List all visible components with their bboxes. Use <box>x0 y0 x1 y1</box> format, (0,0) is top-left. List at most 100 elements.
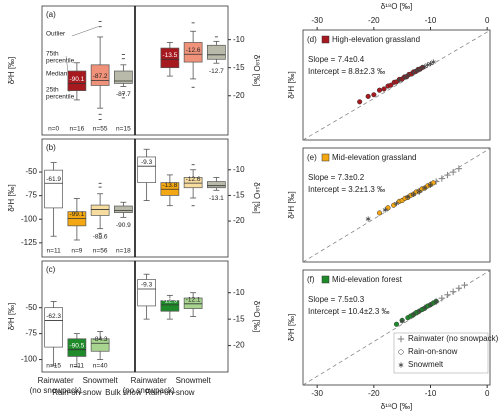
point-stroke <box>416 309 422 313</box>
point-stroke <box>394 201 399 206</box>
point <box>398 362 404 368</box>
point <box>428 182 433 188</box>
category-label: Rain-on-snow <box>145 388 195 397</box>
point <box>399 318 405 324</box>
point-stroke <box>365 217 371 221</box>
annotation: Outlier <box>46 31 66 38</box>
point-stroke <box>405 195 411 199</box>
x-tick-label: 0 <box>485 389 490 398</box>
n-label: n=15 <box>116 126 131 133</box>
point-stroke <box>411 192 416 197</box>
box <box>207 181 226 189</box>
panel-label: (e) <box>307 153 317 162</box>
point <box>449 168 457 176</box>
annotation: Intercept = 10.4±2.3 ‰ <box>308 307 390 316</box>
point <box>391 202 397 208</box>
group-swatch <box>321 35 330 44</box>
category-label: Rainwater <box>131 376 167 385</box>
point <box>397 335 405 343</box>
median-label: -61.9 <box>46 176 61 183</box>
x-tick-label: -30 <box>311 16 323 25</box>
median-label: -90.1 <box>69 76 84 83</box>
median-label: -13.8 <box>162 182 177 189</box>
n-label: n=55 <box>93 126 108 133</box>
median-label: -13.1 <box>209 195 224 202</box>
y-tick-label: -15 <box>233 191 245 200</box>
y-axis-label: δ²H [‰] <box>7 303 16 331</box>
y-axis-label: δ¹⁸O [‰] <box>252 182 261 213</box>
point-stroke <box>416 189 422 194</box>
annotation: Slope = 7.4±0.4 <box>308 55 365 64</box>
median-label: -12.3 <box>162 298 177 305</box>
box <box>160 300 180 312</box>
point <box>376 210 383 216</box>
category-label: Bulk snow <box>105 388 142 397</box>
box <box>90 338 110 352</box>
category-label: Rain-on-snow <box>52 388 102 397</box>
annotation: Median <box>46 71 68 78</box>
point <box>422 185 428 191</box>
y-tick-label: -50 <box>25 167 37 176</box>
y-tick-label: -75 <box>25 191 37 200</box>
annotation: Slope = 7.5±0.3 <box>308 295 365 304</box>
y-axis-label: δ¹⁸O [‰] <box>252 55 261 86</box>
point <box>438 295 446 302</box>
median-label: -90.9 <box>116 222 131 229</box>
box <box>160 47 180 69</box>
point <box>381 86 387 92</box>
category-label: Snowmelt <box>176 376 212 385</box>
panel-frame <box>302 147 491 263</box>
x-axis-label: δ¹⁸O [‰] <box>381 2 412 11</box>
n-label: n=15 <box>46 363 61 370</box>
n-label: n=9 <box>71 248 82 255</box>
y-axis-label: δ²H [‰] <box>7 57 16 85</box>
category-label: (no snowpack) <box>123 386 175 395</box>
group-swatch <box>321 153 330 162</box>
annotation: percentile <box>46 58 75 65</box>
y-tick-label: -125 <box>21 238 38 247</box>
point <box>371 92 377 98</box>
point-stroke <box>428 183 433 187</box>
annotation: Intercept = 3.2±1.3 ‰ <box>308 185 385 194</box>
point <box>388 82 394 88</box>
panel-frame <box>302 29 491 141</box>
leader-line <box>65 55 69 72</box>
y-axis-label: δ²H [‰] <box>287 314 296 342</box>
x-axis-label: δ¹⁸O [‰] <box>381 402 412 411</box>
point <box>396 77 402 83</box>
point <box>411 191 416 198</box>
box <box>183 42 203 63</box>
n-label: n=11 <box>47 248 62 255</box>
panel-label: (d) <box>307 35 317 44</box>
panel-label: (c) <box>46 265 56 274</box>
point <box>428 302 433 308</box>
median-label: -9.3 <box>141 159 153 166</box>
legend-label: Snowmelt <box>408 360 444 369</box>
n-label: n=11 <box>70 363 85 370</box>
point-stroke <box>396 78 402 82</box>
annotation: percentile <box>46 94 75 101</box>
y-tick-label: -20 <box>233 216 245 225</box>
point <box>416 188 422 195</box>
point <box>365 93 371 99</box>
point <box>411 311 416 317</box>
box <box>67 338 87 357</box>
category-label: (no snowpack) <box>30 386 82 395</box>
n-label: n=0 <box>48 126 59 133</box>
x-tick-label: 0 <box>485 16 490 25</box>
point-stroke <box>405 74 411 78</box>
group-swatch <box>321 275 330 284</box>
point <box>398 349 404 355</box>
point-stroke <box>433 300 439 304</box>
y-axis-label: δ²H [‰] <box>287 71 296 99</box>
y-tick-label: -100 <box>21 214 38 223</box>
y-tick-label: -15 <box>233 314 245 323</box>
n-label: n=56 <box>93 248 108 255</box>
annotation: Intercept = 8.8±2.3 ‰ <box>308 67 385 76</box>
category-label: Rainwater <box>38 376 74 385</box>
median-label: -13.5 <box>162 52 177 59</box>
x-tick-label: -10 <box>425 16 437 25</box>
panel-label: (a) <box>46 10 56 19</box>
point <box>382 207 388 213</box>
